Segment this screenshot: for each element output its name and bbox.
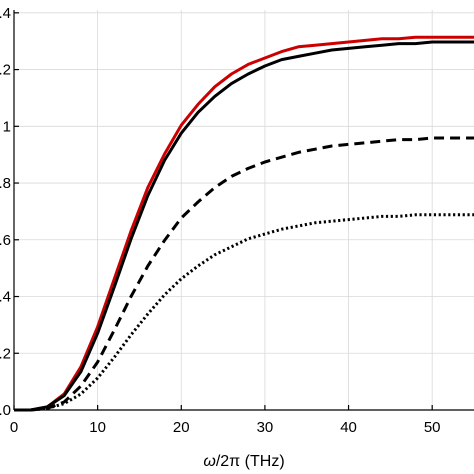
- x-axis-label-symbol: ω: [203, 453, 215, 470]
- x-axis-label-text: /2π (THz): [216, 453, 285, 470]
- y-tick-label-3: .6: [0, 232, 11, 249]
- y-tick-label-7: .4: [0, 5, 11, 22]
- x-tick-label-4: 40: [340, 419, 357, 436]
- axes-layer: [13, 10, 474, 411]
- y-tick-label-4: .8: [0, 175, 11, 192]
- series-line-3: [14, 213, 474, 412]
- ticks-layer: 0 10 20 30 40 50 .0 .2 .4 .6 .8 1 .2 .4: [0, 5, 441, 436]
- y-tick-label-6: .2: [0, 62, 11, 79]
- x-tick-label-3: 30: [257, 419, 274, 436]
- series-line-1: [14, 40, 474, 412]
- series-line-2: [14, 136, 474, 412]
- y-tick-label-2: .4: [0, 289, 11, 306]
- y-tick-label-1: .2: [0, 345, 11, 362]
- x-axis-label: ω/2π (THz): [203, 453, 284, 470]
- x-tick-label-2: 20: [173, 419, 190, 436]
- series-layer: [14, 35, 474, 412]
- x-tick-label-5: 50: [424, 419, 441, 436]
- y-tick-label-5: 1: [3, 118, 11, 135]
- x-tick-label-1: 10: [89, 419, 106, 436]
- x-tick-label-0: 0: [10, 419, 18, 436]
- grid-layer: [13, 10, 474, 411]
- y-tick-label-0: .0: [0, 402, 11, 419]
- series-line-0: [14, 35, 474, 412]
